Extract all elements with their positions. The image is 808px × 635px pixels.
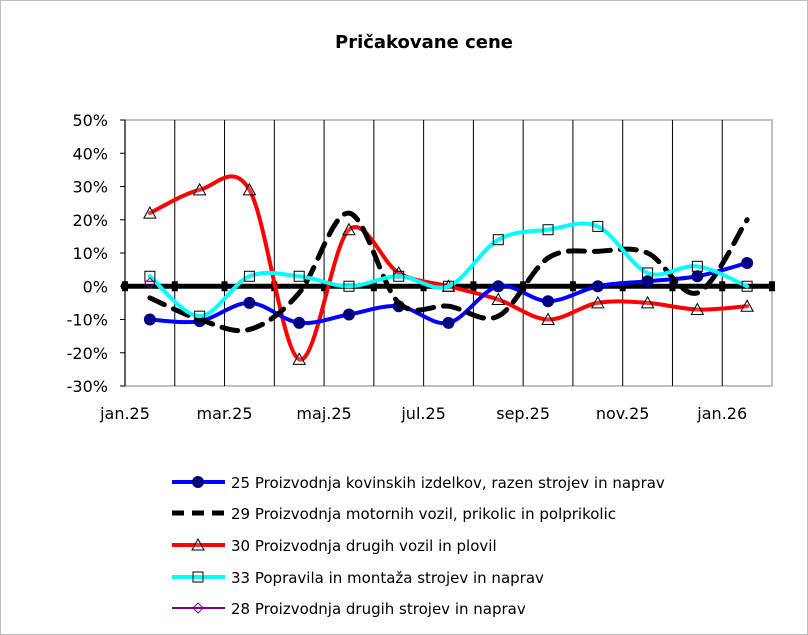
x-tick (769, 281, 775, 292)
legend-item: 25 Proizvodnja kovinskih izdelkov, razen… (172, 474, 665, 492)
y-tick-label: -30% (67, 377, 108, 396)
y-tick-label: 0% (83, 277, 108, 296)
series-line (147, 221, 750, 319)
data-point (144, 277, 156, 289)
data-point (641, 275, 654, 288)
data-point (243, 296, 256, 309)
x-tick (171, 281, 178, 292)
series-28 (144, 277, 156, 289)
data-point (740, 299, 754, 312)
data-point (343, 280, 355, 292)
legend-item: 29 Proizvodnja motornih vozil, prikolic … (172, 505, 616, 523)
y-tick-label: 20% (72, 211, 108, 230)
y-tick-label: 50% (72, 111, 108, 130)
data-point (592, 220, 604, 232)
data-point (293, 270, 305, 282)
data-point (292, 352, 307, 365)
x-tick (221, 281, 228, 292)
legend-label: 30 Proizvodnja drugih vozil in plovil (231, 537, 497, 555)
data-point (542, 224, 554, 236)
legend-marker (192, 476, 204, 488)
legend-marker (192, 602, 204, 614)
y-tick-label: 10% (72, 244, 108, 263)
x-tick (719, 281, 726, 292)
x-tick-label: jan.26 (696, 404, 747, 423)
x-tick (520, 281, 527, 292)
series-33 (144, 220, 753, 322)
data-point (642, 267, 654, 279)
y-tick-label: -20% (67, 344, 108, 363)
x-tick (669, 281, 676, 292)
data-point (741, 256, 754, 269)
x-tick-label: jan.25 (99, 404, 150, 423)
legend-label: 25 Proizvodnja kovinskih izdelkov, razen… (231, 474, 665, 492)
x-tick (470, 281, 477, 292)
y-tick-label: -10% (67, 311, 108, 330)
legend-item: 30 Proizvodnja drugih vozil in plovil (172, 537, 497, 555)
x-tick (619, 281, 626, 292)
legend-label: 33 Popravila in montaža strojev in napra… (231, 569, 544, 587)
legend-item: 33 Popravila in montaža strojev in napra… (172, 569, 544, 587)
data-point (691, 260, 703, 272)
x-tick-label: mar.25 (197, 404, 253, 423)
data-point (492, 234, 504, 246)
legend-label: 28 Proizvodnja drugih strojev in naprav (231, 600, 526, 618)
data-point (443, 280, 454, 292)
data-point (144, 270, 156, 282)
x-tick-label: jul.25 (400, 404, 445, 423)
y-tick-label: 30% (72, 178, 108, 197)
chart-title: Pričakovane cene (335, 32, 513, 53)
legend-marker (192, 571, 204, 583)
data-point (192, 182, 207, 196)
plot-border (124, 119, 773, 387)
legend-marker (191, 537, 205, 551)
data-point (194, 310, 206, 322)
data-point (590, 295, 605, 309)
x-tick (420, 281, 427, 292)
x-tick (122, 281, 128, 292)
x-tick-label: maj.25 (296, 404, 351, 423)
data-point (143, 206, 157, 219)
data-point (542, 295, 555, 308)
legend-item: 28 Proizvodnja drugih strojev in naprav (172, 600, 526, 618)
legend: 25 Proizvodnja kovinskih izdelkov, razen… (172, 474, 665, 618)
data-point (293, 316, 306, 329)
series-line (147, 210, 750, 334)
x-tick-label: sep.25 (496, 404, 550, 423)
x-tick (321, 281, 328, 292)
plot-area: -30% -20% -10% 0% 10% 20% 30% 40% 50% jan.25 mar.2… (67, 111, 775, 423)
series-29 (147, 210, 750, 334)
data-point (691, 270, 704, 283)
x-tick (569, 281, 576, 292)
x-tick-label: nov.25 (596, 404, 650, 423)
data-point (342, 308, 355, 321)
data-point (243, 270, 255, 282)
data-point (342, 222, 356, 236)
data-point (541, 312, 555, 325)
data-point (492, 280, 505, 293)
data-point (591, 280, 604, 293)
data-point (242, 182, 257, 196)
data-point (143, 313, 156, 326)
legend-label: 29 Proizvodnja motornih vozil, prikolic … (231, 505, 616, 523)
data-point (442, 316, 455, 329)
data-point (741, 280, 753, 292)
data-point (690, 302, 705, 316)
data-point (491, 292, 506, 306)
data-point (393, 270, 405, 282)
data-point (640, 295, 655, 309)
y-tick-label: 40% (72, 144, 108, 163)
x-tick (370, 281, 377, 292)
